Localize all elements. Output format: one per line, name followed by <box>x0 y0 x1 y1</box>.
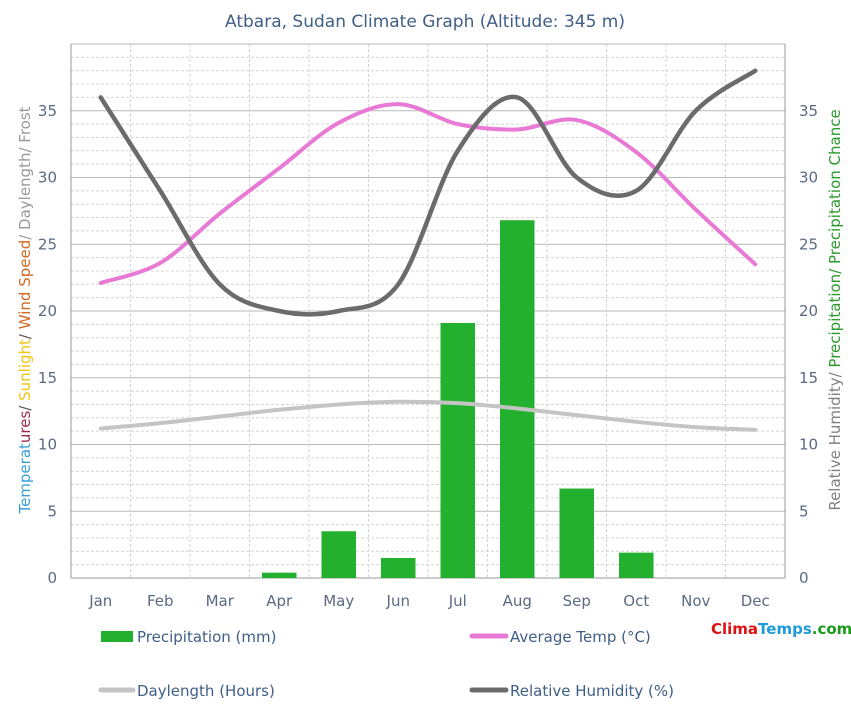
axis-title-part: Sunlight <box>16 339 34 401</box>
precipitation-bar <box>440 323 476 578</box>
brand-logo[interactable]: ClimaTemps.com <box>711 620 851 638</box>
right-tick-label: 0 <box>799 569 809 587</box>
precipitation-bar <box>618 552 654 578</box>
left-tick-label: 15 <box>38 369 57 387</box>
series-lines <box>98 68 758 432</box>
right-tick-label: 20 <box>799 302 818 320</box>
axis-title-part: Relative Humidity/ <box>826 368 844 511</box>
brand-part-com: .com <box>812 620 851 638</box>
right-tick-label: 35 <box>799 102 818 120</box>
axis-title-part: ures <box>16 411 34 444</box>
chart-title: Atbara, Sudan Climate Graph (Altitude: 3… <box>225 12 625 32</box>
daylength-line <box>98 399 758 432</box>
precipitation-bar <box>380 557 416 578</box>
left-axis-title: Temperatures/ Sunlight/ Wind Speed/ Dayl… <box>16 106 34 514</box>
legend: Precipitation (mm) Average Temp (°C) Day… <box>98 628 674 700</box>
month-tick-label: Jan <box>88 592 112 610</box>
precipitation-bar <box>499 220 535 578</box>
right-tick-label: 5 <box>799 502 809 520</box>
right-axis-title: Relative Humidity/ Precipitation/ Precip… <box>826 109 844 510</box>
month-tick-label: Aug <box>503 592 532 610</box>
left-tick-label: 20 <box>38 302 57 320</box>
axis-title-part: Temperat <box>16 443 34 515</box>
left-tick-label: 5 <box>47 502 57 520</box>
axis-title-part: Precipitation/ Precipitation Chance <box>826 109 844 367</box>
month-tick-label: Mar <box>206 592 235 610</box>
month-tick-label: Jul <box>448 592 467 610</box>
month-tick-label: Sep <box>563 592 591 610</box>
left-tick-label: 25 <box>38 235 57 253</box>
precipitation-bar <box>559 488 595 578</box>
precipitation-bars <box>261 220 654 578</box>
right-tick-label: 10 <box>799 436 818 454</box>
precipitation-bar <box>261 572 297 578</box>
month-tick-label: Jun <box>386 592 410 610</box>
grid-lines <box>70 43 786 579</box>
legend-label-humidity: Relative Humidity (%) <box>510 682 674 700</box>
month-tick-label: Feb <box>147 592 174 610</box>
axis-title-part: / Daylength/ Frost <box>16 106 34 239</box>
axis-title-part: / <box>16 401 34 411</box>
left-tick-label: 0 <box>47 569 57 587</box>
left-tick-label: 35 <box>38 102 57 120</box>
precipitation-bar <box>321 531 357 578</box>
right-tick-label: 30 <box>799 169 818 187</box>
axis-title-part: / <box>16 329 34 339</box>
right-tick-label: 25 <box>799 235 818 253</box>
left-tick-labels: 0 5 10 15 20 25 30 35 <box>38 102 57 587</box>
legend-label-precipitation: Precipitation (mm) <box>137 628 276 646</box>
right-tick-labels: 0 5 10 15 20 25 30 35 <box>799 102 818 587</box>
month-tick-labels: Jan Feb Mar Apr May Jun Jul Aug Sep Oct Nov Dec <box>88 592 770 610</box>
month-tick-label: Dec <box>741 592 770 610</box>
axis-title-part: Wind Speed <box>16 240 34 330</box>
legend-label-daylength: Daylength (Hours) <box>137 682 275 700</box>
avg-temp-line <box>98 102 758 285</box>
month-tick-label: Oct <box>623 592 649 610</box>
month-tick-label: Apr <box>266 592 293 610</box>
left-tick-label: 10 <box>38 436 57 454</box>
month-tick-label: Nov <box>681 592 710 610</box>
left-tick-label: 30 <box>38 169 57 187</box>
brand-part-clima: Clima <box>711 620 758 638</box>
humidity-line <box>98 68 758 317</box>
plot-axes <box>70 44 786 579</box>
brand-part-temps: Temps <box>758 620 812 638</box>
legend-label-avg-temp: Average Temp (°C) <box>510 628 651 646</box>
right-tick-label: 15 <box>799 369 818 387</box>
month-tick-label: May <box>323 592 354 610</box>
legend-swatch-precipitation <box>101 631 133 642</box>
